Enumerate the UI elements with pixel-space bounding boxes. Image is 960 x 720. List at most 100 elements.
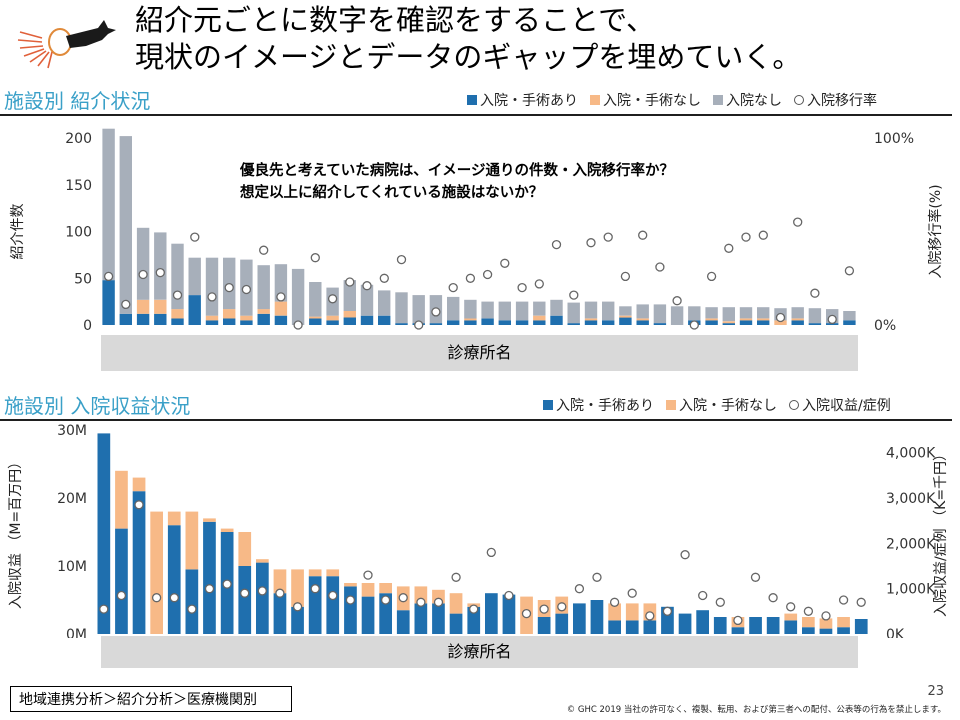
rate-marker [241, 284, 252, 295]
bar-segment [115, 528, 128, 634]
bar-segment [414, 603, 428, 634]
bar-segment [464, 318, 477, 321]
rate-marker [655, 262, 665, 272]
rate-marker [240, 588, 250, 598]
rate-marker [363, 570, 373, 580]
legend-swatch [543, 400, 553, 410]
revenue-chart: 0M10M20M30M0K1,000K2,000K3,000K4,000K入院収… [8, 423, 949, 638]
bar-segment [395, 323, 408, 325]
rate-marker [99, 604, 109, 614]
y2-axis-title: 入院移行率(%) [927, 184, 944, 278]
bar-segment [326, 569, 340, 577]
rate-marker [416, 597, 426, 607]
bar-segment [774, 320, 787, 325]
rate-marker [469, 604, 479, 614]
bar-segment [308, 569, 322, 577]
y-tick-label: 10M [57, 559, 87, 575]
rate-marker [786, 602, 796, 612]
bar-segment [136, 299, 150, 314]
legend-swatch [666, 400, 676, 410]
bar-segment [713, 617, 727, 634]
bar-segment [464, 299, 477, 319]
bar-segment [498, 301, 511, 321]
rate-marker [259, 245, 269, 255]
y2-tick-label: 100% [874, 131, 914, 147]
bar-segment [584, 320, 598, 325]
legend-label: 入院・手術あり [480, 93, 578, 109]
rate-marker [827, 314, 837, 325]
rate-marker [741, 232, 751, 242]
bar-segment [150, 511, 163, 634]
bar-segment [515, 301, 529, 321]
copyright-notice: © GHC 2019 当社の許可なく、複製、転用、および第三者への配付、公表等の… [566, 705, 946, 715]
bar-segment [136, 313, 150, 325]
rate-marker [856, 597, 866, 607]
rate-marker [379, 273, 389, 283]
bar-segment [326, 320, 339, 325]
bar-segment [464, 320, 477, 325]
bar-segment [705, 307, 718, 319]
bar-segment [361, 583, 375, 597]
bar-segment [257, 309, 270, 314]
legend-label: 入院なし [726, 93, 782, 109]
bar-segment [843, 320, 856, 325]
bar-segment [309, 318, 322, 325]
rate-marker [838, 595, 849, 605]
rate-marker [151, 593, 162, 603]
legend-label: 入院・手術あり [556, 398, 654, 414]
rate-marker [586, 238, 596, 248]
rate-marker [345, 595, 356, 605]
section-title-revenue: 施設別 入院収益状況 [4, 394, 191, 418]
rate-marker [465, 273, 476, 283]
rate-marker [293, 320, 303, 330]
bar-segment [608, 620, 621, 634]
bar-segment [757, 318, 770, 321]
rate-marker [557, 602, 567, 612]
bar-segment [395, 292, 408, 324]
bar-segment [555, 613, 569, 634]
bar-segment [722, 307, 735, 322]
bar-segment [378, 290, 391, 316]
y2-tick-label: 3,000K [886, 491, 936, 507]
bar-segment [739, 318, 753, 321]
bar-segment [97, 433, 111, 634]
bar-segment [643, 620, 657, 634]
bar-segment [132, 491, 146, 634]
rate-marker [534, 279, 544, 289]
rate-marker [620, 271, 631, 282]
bar-segment [653, 323, 667, 325]
rate-marker [517, 282, 527, 293]
rate-marker [121, 299, 131, 310]
bar-segment [256, 562, 269, 634]
bar-segment [537, 617, 551, 634]
rate-marker [224, 282, 234, 293]
bar-segment [326, 315, 339, 321]
bar-segment [449, 613, 463, 634]
bar-segment [678, 613, 692, 634]
bar-segment [154, 299, 167, 314]
rate-marker [328, 590, 338, 601]
legend-label: 入院・手術なし [679, 398, 777, 414]
legend-swatch [713, 95, 723, 105]
bar-segment [343, 317, 356, 325]
page-title: 紹介元ごとに数字を確認をすることで、 現状のイメージとデータのギャップを埋めてい… [135, 3, 802, 74]
legend-item-rate: 入院移行率 [794, 90, 877, 110]
bar-segment [291, 268, 305, 325]
bar-segment [826, 323, 839, 325]
rate-marker [482, 269, 493, 280]
bar-segment [843, 311, 856, 321]
bar-segment [240, 320, 253, 325]
bar-segment [705, 318, 718, 321]
bar-segment [533, 301, 546, 316]
bar-segment [167, 511, 181, 526]
rate-marker [187, 604, 197, 614]
bar-segment [802, 627, 815, 634]
rate-marker [431, 307, 441, 317]
y-tick-label: 20M [57, 491, 87, 507]
bar-segment [185, 569, 199, 634]
x-axis-band: 診療所名 [101, 335, 858, 371]
bar-segment [784, 620, 798, 634]
bar-segment [360, 315, 374, 325]
rate-marker [504, 590, 514, 601]
bar-segment [119, 136, 132, 314]
